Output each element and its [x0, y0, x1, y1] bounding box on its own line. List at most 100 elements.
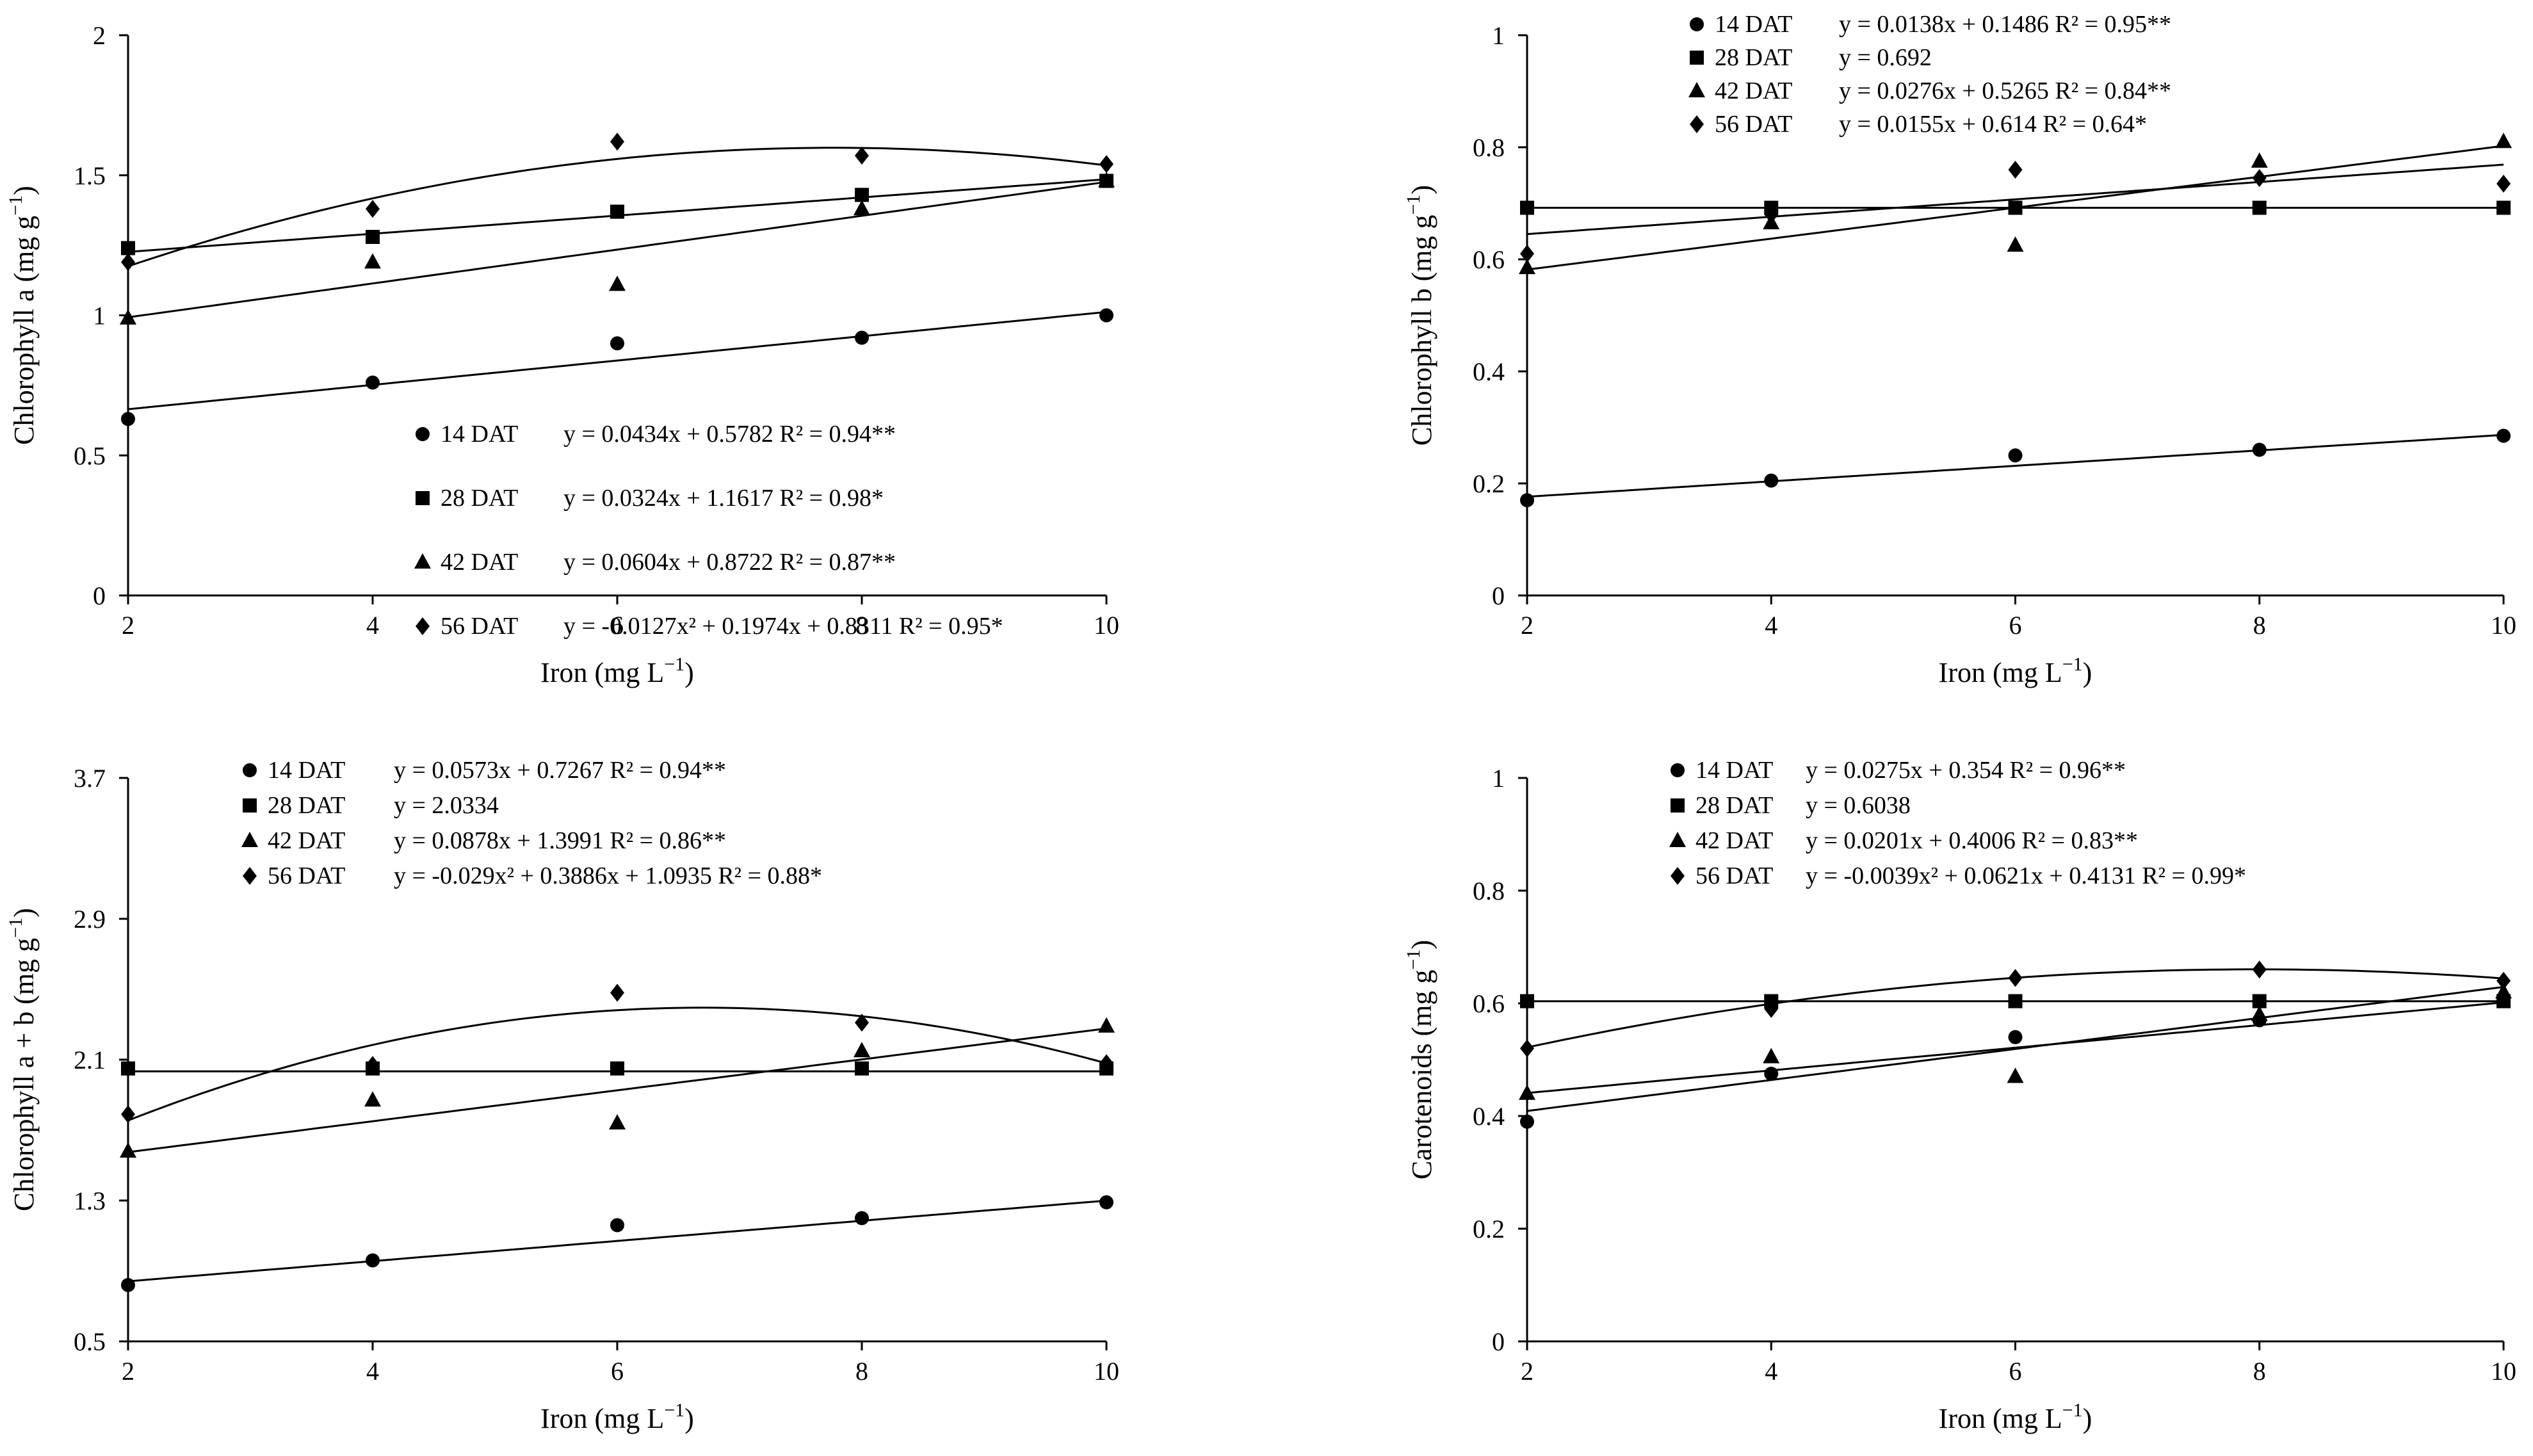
data-point-diamond — [1520, 1039, 1534, 1058]
data-point-triangle — [364, 253, 381, 269]
trend-line — [1526, 433, 2504, 498]
series-14-dat — [121, 1195, 1113, 1292]
legend-entry: 28 DAT y = 0.692 — [1690, 44, 1932, 71]
data-point-triangle — [2007, 236, 2024, 252]
data-point-diamond — [2008, 969, 2023, 987]
legend-entry: 42 DAT y = 0.0604x + 0.8722 R² = 0.87** — [414, 549, 896, 576]
data-point-circle — [2008, 448, 2023, 463]
data-point-triangle — [1519, 259, 1535, 275]
legend-marker-diamond-icon — [1671, 867, 1685, 885]
legend-marker-circle-icon — [1671, 763, 1685, 777]
y-axis-label-unit: (mg g — [8, 216, 40, 282]
data-point-diamond — [2497, 174, 2511, 193]
y-axis-label-main: Chlorophyll a + b — [8, 1005, 40, 1211]
legend-label: 56 DAT — [441, 613, 518, 640]
series-28-dat — [121, 174, 1113, 255]
legend-marker-triangle-icon — [241, 832, 258, 847]
legend-marker-square-icon — [1671, 798, 1685, 813]
data-point-square — [1520, 994, 1534, 1008]
data-point-diamond — [121, 1105, 135, 1124]
legend-entry: 42 DAT y = 0.0878x + 1.3991 R² = 0.86** — [241, 827, 726, 854]
data-point-circle — [1520, 493, 1534, 508]
x-axis-label-exponent: −1 — [2062, 654, 2083, 675]
y-tick-label: 3.7 — [74, 764, 106, 793]
data-point-circle — [855, 1211, 869, 1225]
y-tick-label: 0 — [1492, 581, 1505, 610]
data-point-triangle — [2251, 152, 2268, 168]
series-42-dat — [1519, 983, 2512, 1100]
legend-marker-circle-icon — [243, 763, 257, 777]
data-point-diamond — [610, 983, 624, 1002]
data-point-diamond — [121, 253, 135, 271]
x-axis-label-main: Iron — [540, 1403, 594, 1434]
y-tick-label: 0.6 — [1473, 245, 1505, 274]
data-point-circle — [2008, 1030, 2023, 1044]
series-42-dat — [120, 172, 1115, 325]
data-point-triangle — [1519, 1084, 1535, 1100]
trend-line — [1526, 163, 2504, 236]
trend-line — [127, 1199, 1107, 1282]
y-tick-label: 0.2 — [1473, 469, 1505, 498]
y-tick-label: 1 — [1492, 764, 1505, 793]
legend-label: 28 DAT — [1715, 44, 1792, 71]
y-axis-label-main: Chlorophyll b — [1406, 281, 1437, 446]
x-tick-label: 10 — [1094, 1357, 1119, 1386]
y-tick-label: 0.2 — [1473, 1215, 1505, 1243]
y-axis-label-exponent: −1 — [1403, 195, 1424, 215]
legend-label: 42 DAT — [268, 827, 345, 854]
trend-line — [127, 181, 1107, 319]
y-tick-label: 0.5 — [74, 441, 106, 470]
x-tick-label: 4 — [366, 611, 379, 640]
data-point-triangle — [1763, 1048, 1780, 1064]
y-axis-label: Chlorophyll a (mg g−1) — [5, 186, 40, 445]
data-point-diamond — [1764, 206, 1779, 223]
legend-equation: y = 0.0276x + 0.5265 R² = 0.84** — [1839, 77, 2171, 104]
data-point-triangle — [609, 1114, 626, 1129]
legend-marker-diamond-icon — [1690, 115, 1704, 133]
y-axis-label-unit: (mg g — [1406, 215, 1437, 282]
x-axis-label: Iron (mg L−1) — [1939, 1400, 2092, 1434]
x-axis-label-exponent: −1 — [664, 1400, 684, 1421]
data-point-square — [121, 241, 135, 255]
y-tick-label: 0.5 — [74, 1327, 106, 1356]
legend-equation: y = 0.0155x + 0.614 R² = 0.64* — [1839, 111, 2147, 138]
data-point-diamond — [1099, 155, 1113, 174]
legend-entry: 14 DAT y = 0.0434x + 0.5782 R² = 0.94** — [416, 421, 896, 448]
y-tick-label: 0.4 — [1473, 357, 1505, 386]
x-tick-label: 8 — [855, 611, 868, 640]
legend-label: 42 DAT — [1695, 827, 1773, 854]
data-point-circle — [1764, 1067, 1779, 1081]
legend-entry: 56 DAT y = 0.0155x + 0.614 R² = 0.64* — [1690, 111, 2147, 138]
x-tick-label: 6 — [2009, 1357, 2022, 1386]
legend-equation: y = -0.029x² + 0.3886x + 1.0935 R² = 0.8… — [394, 862, 822, 889]
data-point-diamond — [855, 1014, 869, 1032]
data-point-triangle — [1098, 1017, 1115, 1033]
y-tick-label: 0.6 — [1473, 989, 1505, 1018]
y-axis-label-main: Chlorophyll a — [8, 282, 40, 445]
legend-equation: y = -0.0039x² + 0.0621x + 0.4131 R² = 0.… — [1806, 862, 2246, 889]
trend-line — [127, 1007, 1107, 1122]
data-point-triangle — [2251, 1005, 2268, 1021]
trend-line — [1526, 986, 2504, 1112]
y-axis-label-close: ) — [1406, 940, 1437, 950]
legend-label: 14 DAT — [1715, 11, 1792, 38]
x-tick-label: 6 — [611, 1357, 624, 1386]
data-point-diamond — [366, 200, 380, 218]
trend-line — [127, 311, 1107, 410]
data-point-circle — [121, 1278, 135, 1292]
legend-marker-triangle-icon — [1688, 82, 1705, 97]
x-tick-label: 6 — [2009, 611, 2022, 640]
y-axis-label-unit: (mg g — [1406, 970, 1437, 1037]
data-point-triangle — [364, 1091, 381, 1107]
legend-entry: 14 DAT y = 0.0275x + 0.354 R² = 0.96** — [1671, 757, 2126, 784]
series-28-dat — [121, 1061, 1113, 1076]
y-axis-label-close: ) — [8, 908, 40, 918]
legend-label: 56 DAT — [268, 862, 345, 889]
x-axis-label-main: Iron — [540, 657, 594, 688]
data-point-circle — [2252, 442, 2267, 457]
data-point-circle — [610, 336, 624, 351]
data-point-diamond — [2008, 161, 2023, 179]
